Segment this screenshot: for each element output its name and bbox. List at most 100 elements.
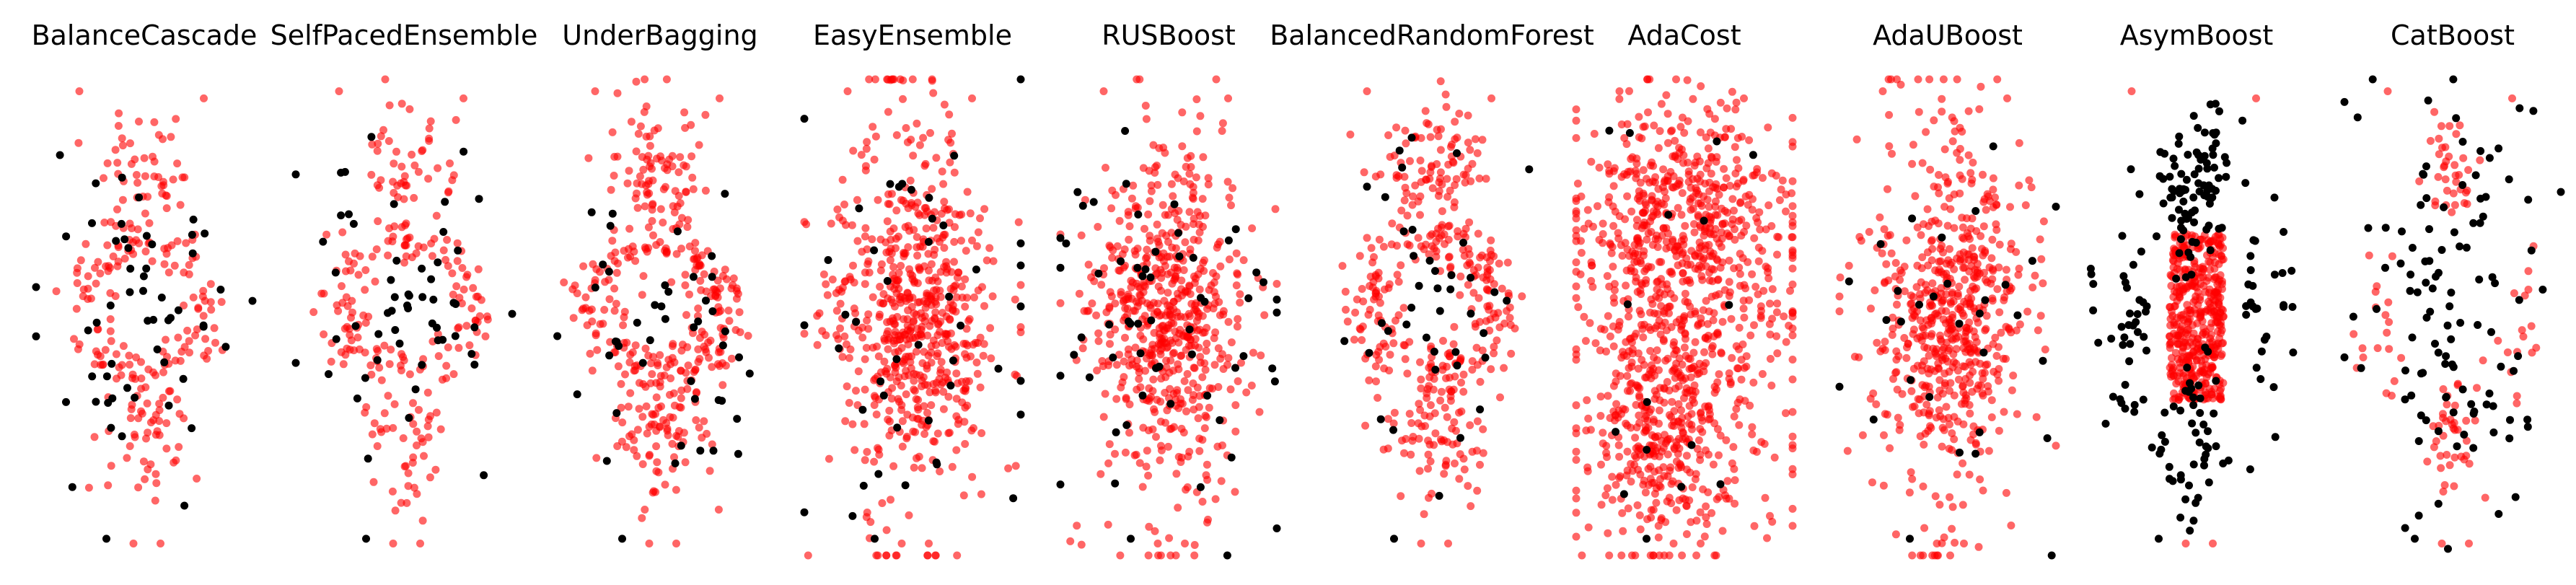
minority-point — [1099, 413, 1108, 421]
minority-point — [1639, 166, 1648, 175]
minority-point — [1678, 361, 1687, 369]
minority-point — [1660, 398, 1669, 407]
minority-point — [962, 384, 970, 392]
minority-point — [100, 174, 107, 182]
minority-point — [381, 75, 390, 84]
minority-point — [1788, 177, 1797, 185]
minority-point — [361, 319, 370, 327]
minority-point — [1691, 265, 1700, 273]
minority-point — [571, 281, 579, 290]
minority-point — [1350, 335, 1358, 344]
minority-point — [1836, 273, 1845, 282]
minority-point — [729, 274, 738, 283]
minority-point — [1174, 360, 1182, 369]
minority-point — [1192, 274, 1200, 283]
minority-point — [1782, 207, 1790, 216]
minority-point — [876, 283, 884, 291]
minority-point — [607, 185, 615, 194]
minority-point — [1663, 378, 1671, 386]
minority-point — [1104, 520, 1112, 529]
minority-point — [861, 232, 869, 241]
minority-point — [1449, 385, 1458, 394]
minority-point — [1908, 475, 1917, 483]
minority-point — [987, 354, 995, 363]
minority-point — [442, 361, 451, 370]
minority-point — [644, 244, 653, 252]
minority-point — [309, 308, 318, 317]
minority-point — [1226, 385, 1235, 394]
majority-point — [418, 361, 426, 369]
majority-point — [1122, 180, 1130, 188]
minority-point — [460, 94, 467, 102]
minority-point — [940, 244, 949, 252]
minority-point — [952, 446, 961, 454]
minority-point — [1234, 315, 1242, 323]
minority-point — [1451, 181, 1459, 190]
minority-point — [1891, 272, 1899, 281]
minority-point — [827, 219, 835, 228]
minority-point — [1687, 421, 1696, 429]
minority-point — [1691, 338, 1700, 346]
minority-point — [1174, 503, 1182, 512]
minority-point — [1634, 383, 1643, 392]
minority-point — [174, 333, 183, 342]
minority-point — [1936, 335, 1945, 343]
majority-point — [1677, 483, 1686, 491]
minority-point — [1757, 438, 1766, 447]
panel-title: AdaUBoost — [1873, 19, 2023, 51]
minority-point — [1595, 236, 1604, 244]
minority-point — [866, 518, 875, 527]
minority-point — [391, 506, 400, 515]
minority-point — [1938, 353, 1946, 361]
minority-point — [1955, 282, 1964, 291]
minority-point — [1616, 371, 1625, 380]
minority-point — [1639, 480, 1648, 489]
minority-point — [2184, 325, 2193, 334]
minority-point — [1676, 123, 1685, 131]
minority-point — [970, 293, 978, 302]
minority-point — [886, 227, 894, 236]
minority-point — [1167, 180, 1176, 188]
minority-point — [1699, 485, 1707, 493]
minority-point — [1405, 410, 1414, 418]
minority-point — [1891, 530, 1900, 539]
minority-point — [1966, 300, 1974, 309]
majority-point — [174, 306, 183, 315]
minority-point — [645, 452, 654, 460]
majority-point — [1925, 392, 1934, 401]
minority-point — [1699, 255, 1707, 264]
minority-point — [164, 268, 173, 277]
minority-point — [1684, 177, 1693, 186]
minority-point — [708, 440, 716, 449]
minority-point — [1190, 214, 1198, 223]
minority-point — [952, 369, 961, 378]
minority-point — [441, 255, 450, 264]
majority-point — [1503, 296, 1511, 305]
minority-point — [1389, 419, 1398, 428]
minority-point — [1734, 164, 1743, 172]
minority-point — [1725, 369, 1733, 377]
minority-point — [1223, 361, 1231, 369]
majority-point — [1749, 151, 1757, 159]
majority-point — [1185, 325, 1194, 334]
minority-point — [2167, 307, 2176, 316]
minority-point — [1459, 370, 1468, 379]
minority-point — [869, 293, 877, 302]
minority-point — [397, 100, 406, 108]
minority-point — [665, 155, 674, 164]
minority-point — [1894, 413, 1902, 422]
minority-point — [1366, 305, 1374, 314]
minority-point — [1869, 389, 1878, 397]
minority-point — [1764, 274, 1773, 283]
minority-point — [113, 262, 122, 270]
minority-point — [1400, 196, 1409, 205]
minority-point — [884, 190, 892, 198]
majority-point — [1431, 366, 1440, 374]
minority-point — [1788, 432, 1797, 441]
minority-point — [52, 287, 61, 296]
minority-point — [1942, 269, 1951, 278]
minority-point — [952, 395, 961, 403]
minority-point — [1214, 344, 1223, 353]
minority-point — [193, 475, 201, 483]
minority-point — [1689, 348, 1698, 357]
